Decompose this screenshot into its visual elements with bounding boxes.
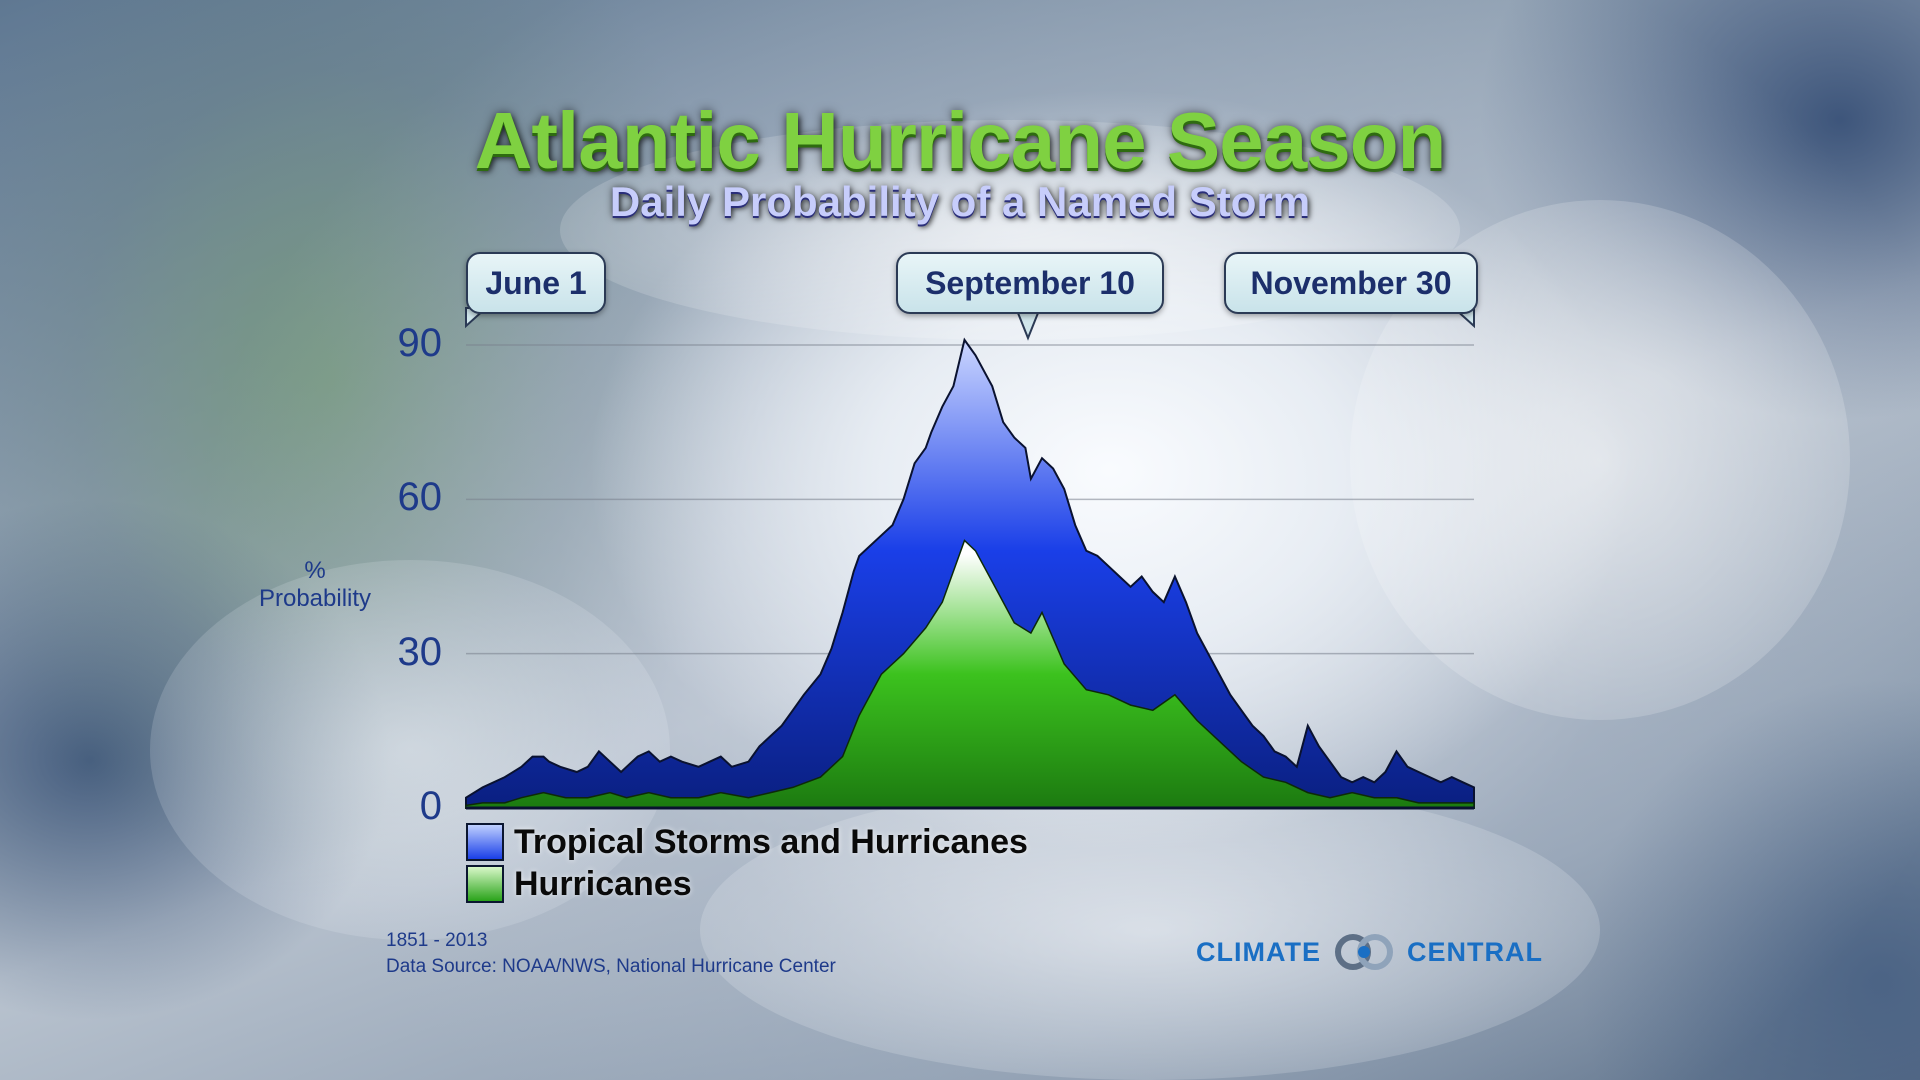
logo-text-right: CENTRAL xyxy=(1406,936,1543,967)
y-tick-label: 0 xyxy=(419,784,442,828)
y-axis-label-unit: % xyxy=(304,557,326,584)
logo-rings-icon xyxy=(1334,934,1393,970)
legend-swatch-blue xyxy=(466,823,504,861)
y-axis-label: % Probability xyxy=(240,557,390,613)
callout-end-date: November 30 xyxy=(1224,252,1478,314)
legend-item-tropical-storms: Tropical Storms and Hurricanes xyxy=(466,822,1028,862)
legend-label-tropical-storms: Tropical Storms and Hurricanes xyxy=(514,822,1028,861)
source-years: 1851 - 2013 xyxy=(386,930,488,951)
climate-central-logo: CLIMATE CENTRAL xyxy=(1196,932,1543,972)
chart-title: Atlantic Hurricane Season xyxy=(474,96,1447,185)
callout-start-date: June 1 xyxy=(466,252,606,314)
y-axis-label-text: Probability xyxy=(258,585,372,612)
source-credit: Data Source: NOAA/NWS, National Hurrican… xyxy=(386,956,836,977)
legend-label-hurricanes: Hurricanes xyxy=(514,864,692,903)
hurricanes-series-area xyxy=(465,539,1475,809)
legend-item-hurricanes: Hurricanes xyxy=(466,864,692,904)
y-tick-label: 30 xyxy=(397,629,443,674)
y-tick-label: 90 xyxy=(397,321,443,365)
legend-swatch-green xyxy=(466,865,504,903)
data-source-note: 1851 - 2013 Data Source: NOAA/NWS, Natio… xyxy=(386,928,836,980)
callout-peak-date: September 10 xyxy=(896,252,1164,314)
y-tick-label: 60 xyxy=(397,475,443,520)
logo-text-left: CLIMATE xyxy=(1196,936,1321,967)
chart-subtitle: Daily Probability of a Named Storm xyxy=(609,178,1311,225)
